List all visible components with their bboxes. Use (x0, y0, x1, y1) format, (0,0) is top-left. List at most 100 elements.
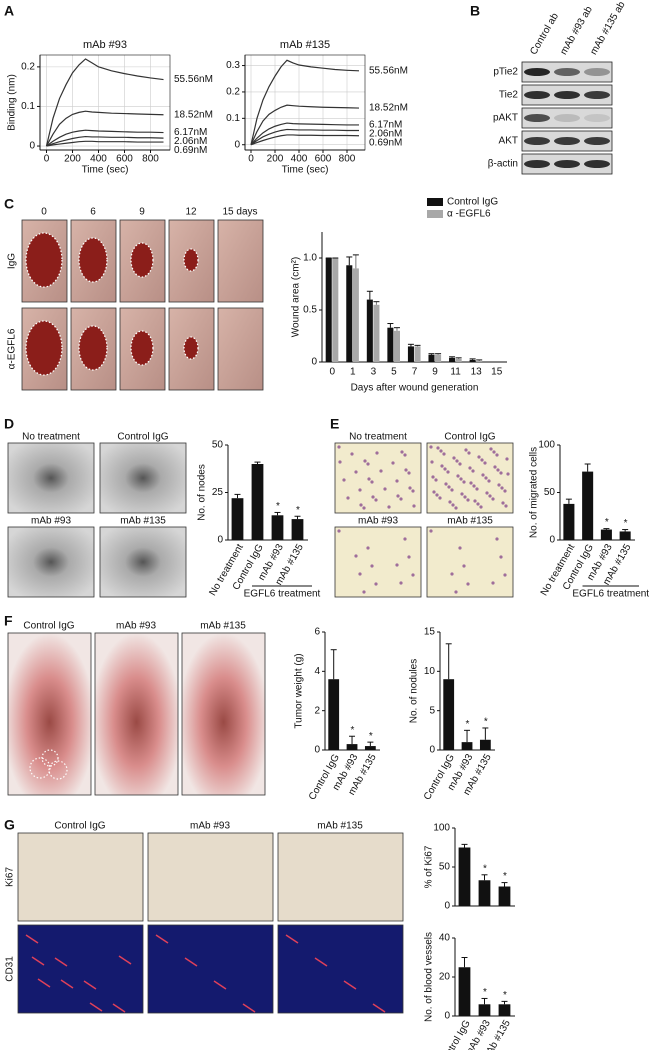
tumor-nodule (48, 760, 68, 780)
plot-frame (39, 54, 171, 151)
bar (458, 847, 471, 906)
cell (466, 582, 470, 586)
image-column-label: 0 (41, 207, 47, 218)
bar (325, 258, 332, 362)
cell (350, 452, 354, 456)
micrograph (99, 526, 187, 598)
cell (483, 461, 487, 465)
micrograph (334, 442, 422, 514)
blot-band (524, 91, 550, 99)
y-axis-label: Wound area (cm²) (291, 257, 302, 337)
cell (473, 499, 477, 503)
tumor-nodule (41, 749, 59, 767)
micrograph (7, 526, 95, 598)
cell (400, 450, 404, 454)
cell (407, 555, 411, 559)
wound-photo (217, 307, 264, 391)
y-tick-label: 0.1 (226, 113, 240, 124)
ihc-photo (147, 924, 274, 1014)
cell (485, 491, 489, 495)
cell (338, 460, 342, 464)
vessel (60, 979, 74, 989)
cell (506, 472, 510, 476)
cell (467, 451, 471, 455)
tumor-photo (94, 632, 179, 796)
blot-band (554, 114, 580, 122)
y-tick-label: 40 (439, 933, 451, 944)
bar (600, 529, 612, 540)
bar (251, 464, 264, 540)
cell (452, 456, 456, 460)
series-label: 6.17nM (174, 127, 207, 138)
bar (291, 519, 304, 540)
image-column-label: 6 (90, 207, 96, 218)
tumor-nodule (29, 757, 51, 779)
cell (395, 563, 399, 567)
cell (354, 554, 358, 558)
cell (383, 487, 387, 491)
cell (412, 504, 416, 508)
y-tick-label: 50 (544, 487, 556, 498)
bar (414, 346, 421, 362)
significance: * (484, 717, 488, 728)
y-tick-label: 2 (314, 705, 320, 716)
cell (379, 469, 383, 473)
panel-letter: G (4, 817, 15, 833)
image-column-label: 9 (139, 207, 145, 218)
cell (399, 581, 403, 585)
blot-row-label: Tie2 (499, 90, 519, 101)
y-axis-label: No. of migrated cells (529, 447, 540, 538)
cell (503, 573, 507, 577)
blot-column-label: Control ab (528, 11, 561, 57)
cell (462, 564, 466, 568)
y-tick-label: 0 (314, 745, 320, 756)
y-tick-label: 1.0 (303, 253, 317, 264)
vessel (118, 955, 132, 965)
cell (458, 462, 462, 466)
vessel (242, 1003, 256, 1013)
micrograph (334, 526, 422, 598)
binding-curve (45, 58, 164, 147)
cell (450, 572, 454, 576)
cell (489, 447, 493, 451)
cell (366, 546, 370, 550)
cell (358, 488, 362, 492)
image-label: No treatment (22, 432, 80, 443)
panel-letter: D (4, 416, 14, 432)
legend-label: α -EGFL6 (447, 209, 491, 220)
cell (403, 453, 407, 457)
cell (469, 481, 473, 485)
image-column-label: 15 days (222, 207, 257, 218)
image-column-label: mAb #93 (190, 821, 230, 832)
cell (463, 495, 467, 499)
cell (447, 485, 451, 489)
cell (408, 486, 412, 490)
cell (362, 506, 366, 510)
x-tick-label: 11 (450, 367, 461, 378)
blot-band (584, 114, 610, 122)
x-tick-label: 0 (44, 154, 50, 165)
blot-band (584, 68, 610, 76)
cell (374, 498, 378, 502)
bar (478, 880, 491, 906)
vessel (112, 1003, 126, 1013)
cell (371, 495, 375, 499)
series-label: 18.52nM (369, 103, 408, 114)
cell (501, 501, 505, 505)
image-label: Control IgG (23, 621, 74, 632)
cell (411, 489, 415, 493)
cell (460, 492, 464, 496)
cell (495, 453, 499, 457)
cell (464, 448, 468, 452)
cell (411, 573, 415, 577)
cell (487, 479, 491, 483)
cell (439, 449, 443, 453)
micrograph (99, 442, 187, 514)
x-tick-label: 400 (291, 154, 308, 165)
wound-photo (217, 219, 264, 303)
x-tick-label: 7 (412, 367, 418, 378)
cell (342, 478, 346, 482)
image-column-label: 12 (185, 207, 197, 218)
cell (448, 500, 452, 504)
series-label: 55.56nM (369, 65, 408, 76)
